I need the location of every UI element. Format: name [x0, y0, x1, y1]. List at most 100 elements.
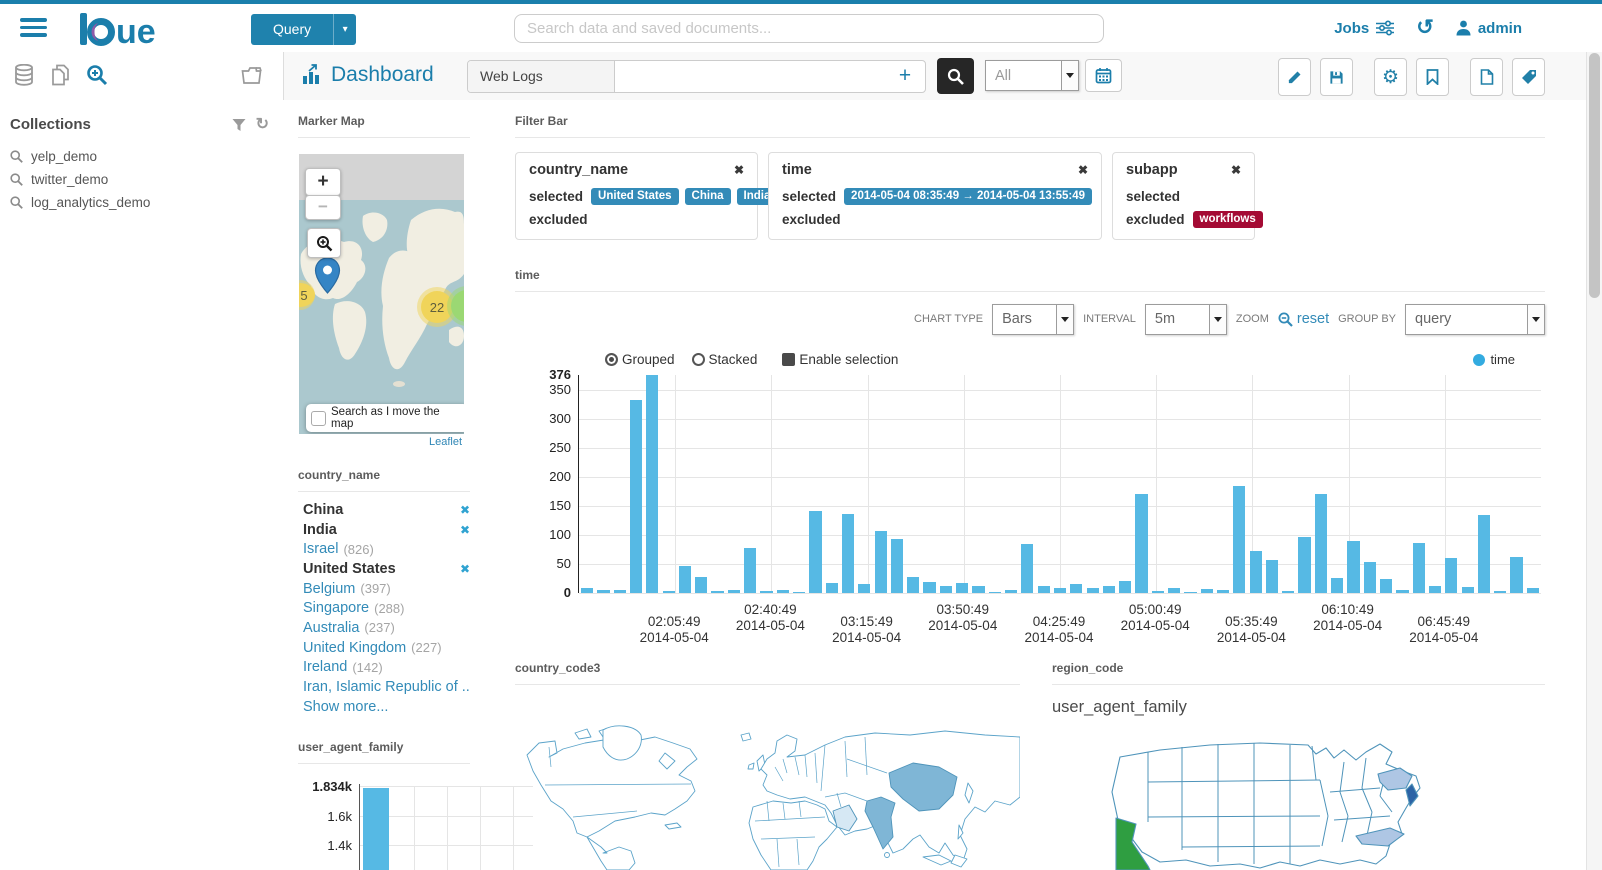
time-chart-bar[interactable]	[858, 584, 871, 593]
calendar-button[interactable]	[1085, 59, 1122, 92]
time-chart-bar[interactable]	[890, 539, 904, 593]
close-icon[interactable]: ✖	[733, 163, 744, 177]
remove-facet-icon[interactable]: ✖	[459, 522, 470, 537]
facet-link[interactable]: Belgium	[303, 580, 356, 597]
group-by-select[interactable]: query	[1405, 303, 1545, 335]
filter-badge[interactable]: United States	[591, 187, 679, 205]
time-chart-bar[interactable]	[1265, 560, 1279, 593]
time-chart-bar[interactable]	[793, 591, 806, 593]
time-chart-bar[interactable]	[646, 375, 659, 593]
time-chart-bar[interactable]	[1119, 581, 1132, 593]
add-filter-button[interactable]: +	[898, 64, 912, 87]
remove-facet-icon[interactable]: ✖	[459, 561, 470, 576]
filter-funnel-icon[interactable]	[232, 118, 246, 132]
time-chart-bar[interactable]	[1379, 578, 1393, 593]
time-chart-bar[interactable]	[1233, 485, 1246, 593]
time-chart-bar[interactable]	[760, 591, 773, 593]
chart-type-select[interactable]: Bars	[992, 303, 1075, 335]
marker-map[interactable]: 5 22 2 + − Search as I move the map	[299, 154, 464, 434]
time-chart-bar[interactable]	[923, 582, 936, 593]
time-chart-bar[interactable]	[1412, 543, 1425, 593]
time-chart-bar[interactable]	[613, 590, 626, 593]
time-chart-bar[interactable]	[1021, 544, 1034, 593]
query-button[interactable]: Query ▾	[251, 14, 357, 45]
collection-item[interactable]: log_analytics_demo	[0, 191, 283, 214]
new-document-button[interactable]	[1470, 58, 1503, 96]
save-button[interactable]	[1320, 58, 1353, 96]
leaflet-link[interactable]: Leaflet	[426, 436, 464, 448]
time-chart-bar[interactable]	[678, 565, 692, 593]
time-chart-bar[interactable]	[939, 586, 952, 593]
time-chart-bar[interactable]	[809, 511, 822, 593]
tags-button[interactable]	[1512, 58, 1545, 96]
time-chart-bar[interactable]	[1314, 493, 1327, 593]
map-box-zoom-button[interactable]	[307, 228, 341, 258]
user-menu[interactable]: admin	[1456, 20, 1522, 37]
query-dropdown-caret[interactable]: ▾	[333, 14, 357, 45]
time-chart-bar[interactable]	[1477, 514, 1491, 593]
time-chart-bar[interactable]	[1102, 586, 1116, 593]
time-chart-bar[interactable]	[1200, 588, 1213, 593]
time-chart-bar[interactable]	[776, 589, 789, 593]
facet-link[interactable]: Iran, Islamic Republic of ...	[303, 679, 470, 696]
map-cluster[interactable]: 2	[447, 286, 464, 326]
time-chart-bar[interactable]	[1070, 583, 1083, 593]
time-chart-bar[interactable]	[1249, 551, 1262, 593]
collection-item[interactable]: twitter_demo	[0, 168, 283, 191]
close-icon[interactable]: ✖	[1077, 163, 1088, 177]
time-chart-bar[interactable]	[1347, 541, 1360, 593]
map-zoom-out-button[interactable]: −	[305, 195, 341, 220]
facet-link[interactable]: Israel	[303, 541, 339, 558]
time-chart-bar[interactable]	[825, 582, 838, 593]
time-chart-bar[interactable]	[727, 589, 740, 593]
time-chart-bar[interactable]	[907, 576, 920, 593]
time-chart-bar[interactable]	[581, 587, 594, 593]
time-chart-bar[interactable]	[1510, 557, 1523, 593]
collection-name-label[interactable]: Web Logs	[468, 61, 615, 92]
enable-selection-checkbox[interactable]: Enable selection	[782, 352, 898, 367]
folder-icon[interactable]	[241, 64, 263, 86]
hue-logo[interactable]: ue	[78, 11, 178, 47]
facet-link[interactable]: Australia	[303, 619, 360, 636]
time-chart-bar[interactable]	[597, 590, 610, 593]
time-chart-bar[interactable]	[1526, 587, 1539, 593]
user-agent-family-chart[interactable]: 1.834k 1.6k 1.4k	[298, 776, 533, 870]
time-chart-bar[interactable]	[1363, 562, 1376, 593]
search-button[interactable]	[937, 58, 974, 94]
filter-badge-excluded[interactable]: workflows	[1192, 210, 1263, 228]
region-code-map[interactable]	[1090, 732, 1480, 870]
time-chart-bar[interactable]	[972, 585, 985, 593]
close-icon[interactable]: ✖	[1230, 163, 1241, 177]
time-chart-plot[interactable]	[578, 375, 1541, 594]
facet-link[interactable]: United Kingdom	[303, 639, 407, 656]
time-chart-bar[interactable]	[1184, 591, 1197, 593]
time-chart-bar[interactable]	[1494, 590, 1507, 593]
history-icon[interactable]: ↺	[1416, 16, 1434, 39]
time-chart-bar[interactable]	[695, 576, 708, 593]
edit-button[interactable]	[1278, 58, 1311, 96]
search-as-move-checkbox[interactable]	[311, 410, 326, 426]
time-chart-bar[interactable]	[1135, 494, 1148, 593]
scrollbar-thumb[interactable]	[1589, 53, 1600, 298]
query-button-label[interactable]: Query	[251, 14, 334, 45]
time-chart-bar[interactable]	[662, 591, 675, 593]
filter-badge[interactable]: India	[736, 187, 778, 205]
collection-item[interactable]: yelp_demo	[0, 145, 283, 168]
zoom-in-assist-icon[interactable]	[86, 64, 108, 86]
bookmark-button[interactable]	[1416, 58, 1449, 96]
show-more-link[interactable]: Show more...	[303, 698, 389, 715]
jobs-link[interactable]: Jobs	[1334, 20, 1395, 37]
zoom-reset-link[interactable]: reset	[1278, 311, 1329, 327]
documents-icon[interactable]	[50, 64, 70, 86]
vertical-scrollbar[interactable]	[1586, 52, 1602, 870]
time-chart-bar[interactable]	[956, 583, 969, 593]
global-search-input[interactable]	[514, 14, 1104, 43]
filter-badge[interactable]: China	[684, 187, 731, 205]
time-chart-bar[interactable]	[1396, 589, 1409, 593]
grouped-radio[interactable]: Grouped	[605, 352, 675, 367]
time-chart-bar[interactable]	[1331, 577, 1344, 593]
time-chart-bar[interactable]	[1282, 591, 1295, 593]
map-zoom-in-button[interactable]: +	[305, 168, 341, 196]
settings-button[interactable]: ⚙	[1374, 58, 1407, 96]
interval-select[interactable]: 5m	[1144, 303, 1227, 335]
